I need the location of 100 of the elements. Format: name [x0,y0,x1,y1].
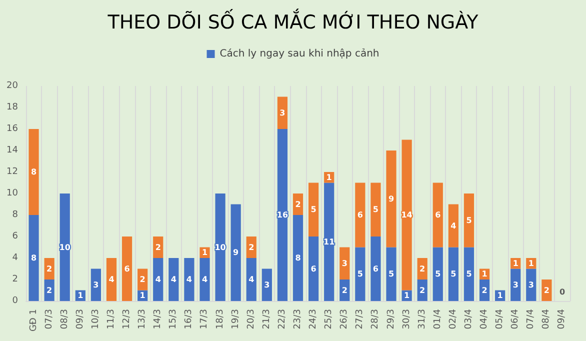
data-label: 3 [93,280,99,290]
data-label: 3 [280,108,286,118]
x-tick-label: 01/4 [432,308,443,330]
data-label: 2 [544,286,550,295]
data-label: 1 [326,172,332,182]
data-label: 4 [186,275,192,284]
x-tick-label: 09/3 [75,309,86,330]
x-tick-label: 22/3 [277,309,288,330]
x-tick-label: 04/4 [480,308,490,330]
bar [386,247,396,301]
x-tick-label: 06/4 [510,308,521,330]
data-label: 2 [420,264,426,274]
x-tick-label: 11/3 [106,309,116,330]
x-tick-label: 07/3 [44,309,54,330]
data-label: 6 [357,210,364,220]
x-tick-label: GĐ 1 [28,309,39,332]
x-tick-label: 08/3 [60,309,70,330]
data-label: 4 [248,275,255,284]
x-tick-label: 31/3 [417,309,428,330]
data-label: 4 [202,275,208,284]
bar [308,236,319,301]
data-label: 1 [140,291,146,300]
data-label: 14 [401,210,413,220]
x-tick-label: 19/3 [230,309,241,330]
data-label: 2 [155,242,161,252]
data-label: 1 [482,270,488,279]
x-tick-label: 18/3 [215,309,226,330]
data-label: 3 [264,280,270,290]
data-label: 1 [78,291,84,300]
data-label: 5 [310,205,317,214]
x-tick-label: 16/3 [184,309,194,330]
x-tick-label: 24/3 [308,309,319,330]
data-label: 9 [233,248,240,258]
bar [60,194,70,301]
bar [215,194,226,301]
y-tick-label: 0 [12,296,18,306]
data-label: 5 [357,270,364,279]
data-label: 3 [528,280,534,290]
x-tick-label: 02/4 [448,308,458,330]
data-label: 1 [512,258,519,268]
bar [402,140,412,290]
bar [386,150,396,248]
bar [122,236,132,301]
x-tick-label: 13/3 [138,309,148,330]
data-label: 9 [388,194,394,204]
y-tick-label: 8 [12,210,18,220]
data-label: 10 [59,242,71,252]
x-tick-label: 25/3 [324,309,334,330]
bar [28,129,39,215]
data-label: 3 [512,280,518,290]
y-tick-label: 6 [12,232,18,242]
data-label: 4 [450,221,457,230]
data-label: 2 [140,275,146,284]
data-label: 8 [30,254,37,262]
x-tick-label: 14/3 [153,309,164,330]
data-label: 5 [388,270,394,279]
data-label: 8 [295,254,302,262]
y-tick-label: 12 [6,167,18,177]
data-label: 5 [435,270,442,279]
bar [200,258,210,301]
data-label: 5 [466,270,472,279]
bar [370,182,381,236]
bar [370,236,381,301]
y-tick-label: 18 [6,102,18,112]
y-tick-label: 2 [12,274,18,284]
y-tick-label: 16 [6,124,18,134]
x-tick-label: 30/3 [402,309,412,330]
bar [464,194,474,248]
data-label: 2 [295,200,301,209]
data-label: 2 [46,264,52,274]
data-label: 1 [528,258,534,268]
x-tick-label: 29/3 [386,309,396,330]
chart-title: THEO DÕI SỐ CA MẮC MỚI THEO NGÀY [106,8,479,34]
data-label: 1 [202,248,208,258]
data-label: 2 [420,286,426,295]
data-label: 4 [108,275,115,284]
x-tick-label: 21/3 [262,309,272,330]
data-label: 1 [497,291,504,300]
x-tick-label: 03/4 [464,308,474,330]
data-label: 2 [46,286,52,295]
data-label: 10 [214,242,226,252]
x-tick-label: 12/3 [122,309,132,330]
bar [355,182,366,248]
data-label: 5 [372,205,379,214]
data-label: 5 [450,270,457,279]
y-tick-label: 14 [6,146,18,156]
data-label: 2 [482,286,488,295]
data-label: 2 [248,242,254,252]
x-tick-label: 08/4 [542,308,552,330]
y-tick-label: 20 [6,81,18,91]
bar [277,129,288,301]
bar [28,215,39,301]
x-tick-label: 17/3 [200,309,210,330]
data-label: 1 [404,291,410,300]
x-tick-label: 07/4 [526,308,536,330]
x-tick-label: 05/4 [495,308,506,330]
data-label: 6 [124,264,130,274]
y-tick-label: 4 [12,253,18,263]
x-tick-label: 23/3 [293,309,303,330]
data-label: 3 [342,258,348,268]
